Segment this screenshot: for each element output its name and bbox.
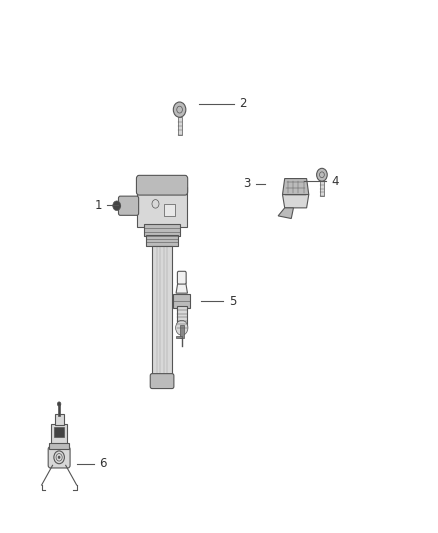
Text: 6: 6 [99,457,107,470]
Text: 4: 4 [332,175,339,188]
Circle shape [113,201,120,211]
Bar [55,414,64,425]
Circle shape [173,102,186,117]
Polygon shape [176,277,187,293]
Bar [58,404,60,416]
Circle shape [58,456,60,459]
Circle shape [176,320,188,335]
Bar [176,336,182,338]
Bar [144,224,180,236]
Bar [177,306,187,328]
Polygon shape [278,208,293,219]
Circle shape [57,402,61,406]
Bar [164,204,175,216]
Polygon shape [283,195,309,208]
FancyBboxPatch shape [150,374,174,389]
Bar [49,443,69,449]
Bar [146,235,178,246]
Circle shape [317,168,327,181]
FancyBboxPatch shape [118,196,138,215]
Bar [152,246,172,386]
Text: 2: 2 [240,98,247,110]
Bar [51,424,67,444]
Text: 5: 5 [229,295,236,308]
Text: 1: 1 [95,199,102,212]
Text: 3: 3 [244,177,251,190]
FancyBboxPatch shape [137,175,187,195]
FancyBboxPatch shape [48,447,70,468]
Bar [177,117,182,134]
Bar [137,187,187,227]
Polygon shape [283,179,309,195]
Bar [54,427,64,437]
Bar [180,325,184,338]
Bar [173,294,190,308]
FancyBboxPatch shape [177,271,186,284]
Bar [320,181,324,196]
